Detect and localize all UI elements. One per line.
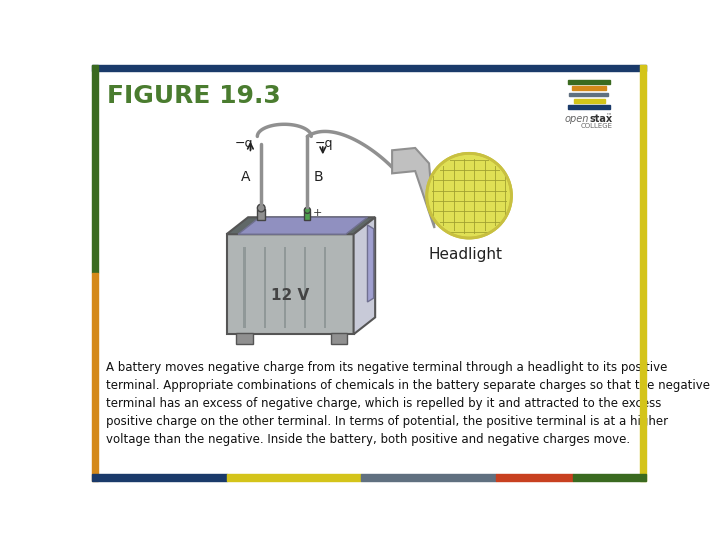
Bar: [640, 65, 647, 481]
Bar: [570, 92, 608, 96]
Bar: [227, 234, 354, 334]
Bar: [257, 209, 265, 220]
Bar: [92, 65, 647, 71]
Text: COLLEGE: COLLEGE: [581, 123, 613, 129]
Text: Headlight: Headlight: [428, 247, 503, 262]
Circle shape: [427, 153, 511, 238]
Text: A: A: [241, 170, 251, 184]
Bar: [573, 475, 647, 481]
Text: FIGURE 19.3: FIGURE 19.3: [107, 84, 281, 108]
Bar: [92, 273, 98, 481]
Circle shape: [257, 204, 265, 212]
Bar: [92, 475, 227, 481]
Text: +: +: [312, 208, 322, 218]
Polygon shape: [354, 217, 375, 334]
Bar: [496, 475, 573, 481]
Text: −q: −q: [315, 137, 333, 150]
Text: A battery moves negative charge from its negative terminal through a headlight t: A battery moves negative charge from its…: [106, 361, 710, 446]
Bar: [284, 247, 286, 328]
Bar: [235, 333, 253, 343]
Bar: [227, 475, 361, 481]
Bar: [323, 247, 326, 328]
Bar: [572, 86, 606, 90]
Text: open: open: [565, 114, 589, 124]
Bar: [304, 247, 306, 328]
Text: B: B: [314, 170, 323, 184]
Bar: [574, 99, 605, 103]
Bar: [243, 247, 246, 328]
Circle shape: [305, 207, 310, 213]
Polygon shape: [367, 225, 374, 302]
Polygon shape: [392, 148, 434, 228]
Bar: [305, 211, 310, 220]
Text: 12 V: 12 V: [271, 288, 309, 303]
Polygon shape: [227, 217, 375, 234]
Bar: [264, 247, 266, 328]
Bar: [361, 475, 496, 481]
Text: ™: ™: [605, 114, 611, 119]
Bar: [92, 65, 98, 273]
Polygon shape: [238, 217, 367, 234]
Text: stax: stax: [589, 114, 612, 124]
Bar: [330, 333, 348, 343]
Bar: [567, 105, 610, 109]
Wedge shape: [427, 163, 469, 228]
Bar: [567, 80, 610, 84]
Text: −q: −q: [235, 137, 253, 150]
